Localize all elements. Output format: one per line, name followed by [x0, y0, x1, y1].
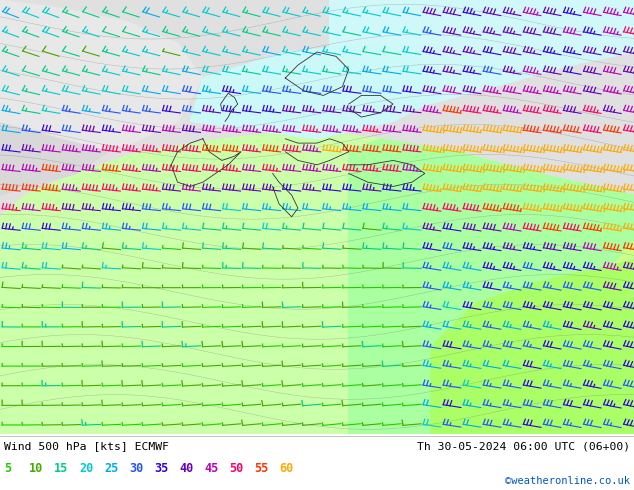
Polygon shape	[476, 239, 634, 434]
Text: 45: 45	[204, 462, 218, 475]
Text: 40: 40	[179, 462, 193, 475]
Text: 5: 5	[4, 462, 11, 475]
Text: 15: 15	[54, 462, 68, 475]
Polygon shape	[0, 35, 158, 195]
Polygon shape	[349, 139, 634, 434]
Text: Th 30-05-2024 06:00 UTC (06+00): Th 30-05-2024 06:00 UTC (06+00)	[417, 441, 630, 451]
Text: 35: 35	[154, 462, 168, 475]
Polygon shape	[431, 260, 634, 434]
Text: 60: 60	[279, 462, 294, 475]
Polygon shape	[190, 44, 444, 139]
Text: 20: 20	[79, 462, 93, 475]
Text: 30: 30	[129, 462, 143, 475]
Polygon shape	[330, 0, 634, 122]
Text: 55: 55	[254, 462, 268, 475]
Text: Wind 500 hPa [kts] ECMWF: Wind 500 hPa [kts] ECMWF	[4, 441, 169, 451]
Polygon shape	[0, 0, 203, 152]
Text: 10: 10	[29, 462, 43, 475]
Text: 50: 50	[229, 462, 243, 475]
Text: 25: 25	[104, 462, 119, 475]
Text: ©weatheronline.co.uk: ©weatheronline.co.uk	[505, 476, 630, 486]
Polygon shape	[0, 130, 634, 434]
